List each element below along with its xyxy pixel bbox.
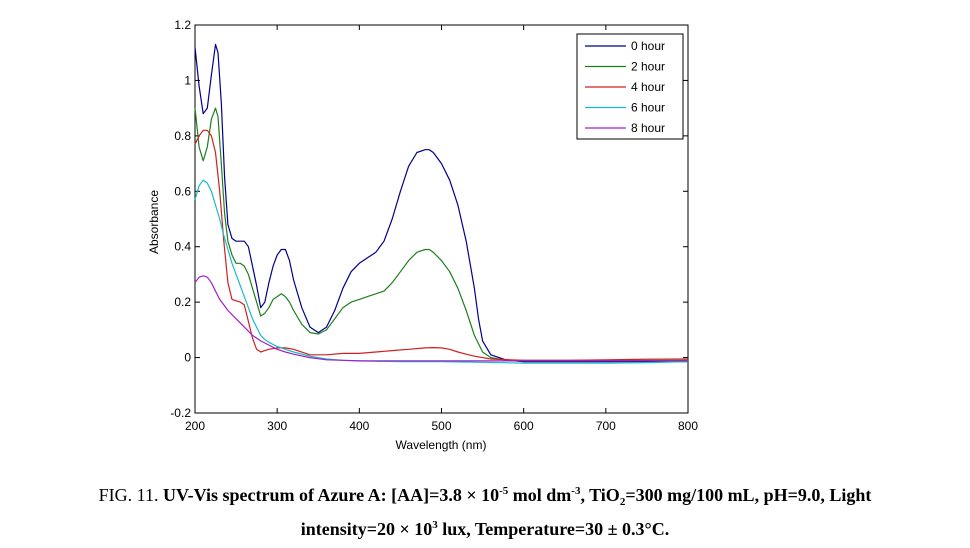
figure-caption: FIG. 11. UV-Vis spectrum of Azure A: [AA…	[0, 478, 970, 546]
x-tick-label: 300	[267, 419, 287, 433]
y-tick-label: 1.2	[174, 18, 191, 32]
series-line-0-hour	[194, 43, 688, 363]
y-tick-label: 0.4	[174, 240, 191, 254]
x-tick-label: 400	[349, 419, 369, 433]
x-tick-label: 700	[596, 419, 616, 433]
y-tick-label: 0.2	[174, 295, 191, 309]
y-tick-label: -0.2	[170, 406, 191, 420]
legend-label: 0 hour	[631, 39, 665, 53]
series-lines	[194, 43, 689, 364]
legend: 0 hour 2 hour 4 hour 6 hour 8 hour	[576, 33, 684, 140]
x-tick-label: 800	[678, 419, 698, 433]
series-line-8-hour	[194, 275, 688, 362]
y-axis-label: Absorbance	[147, 190, 161, 254]
y-tick-label: 0	[184, 351, 191, 365]
y-tick-label: 1	[184, 73, 191, 87]
x-tick-label: 200	[185, 419, 205, 433]
caption-line-2: intensity=20 × 103 lux, Temperature=30 ±…	[0, 512, 970, 546]
caption-bold-1: UV-Vis spectrum of Azure A: [AA]=3.8 × 1…	[162, 485, 872, 508]
legend-label: 4 hour	[631, 80, 665, 94]
series-line-2-hour	[194, 107, 688, 361]
axis-ticks: 200 300 400 500 600 700 800 -0.2 0 0.2 0.4 0.6 0.8 1 1…	[170, 18, 698, 433]
caption-bold-2: intensity=20 × 103 lux, Temperature=30 ±…	[300, 519, 670, 539]
series-line-6-hour	[194, 179, 689, 364]
uv-vis-chart: 200 300 400 500 600 700 800 -0.2 0 0.2 0.4 0.6 0.8 1 1…	[147, 18, 698, 452]
caption-prefix: FIG. 11.	[98, 485, 163, 505]
x-tick-label: 500	[431, 419, 451, 433]
y-tick-label: 0.6	[174, 184, 191, 198]
legend-label: 6 hour	[631, 101, 665, 115]
y-tick-label: 0.8	[174, 129, 191, 143]
caption-line-1: FIG. 11. UV-Vis spectrum of Azure A: [AA…	[0, 478, 970, 512]
legend-label: 2 hour	[631, 60, 665, 74]
legend-label: 8 hour	[631, 121, 665, 135]
x-tick-label: 600	[514, 419, 534, 433]
x-axis-label: Wavelength (nm)	[396, 438, 487, 452]
